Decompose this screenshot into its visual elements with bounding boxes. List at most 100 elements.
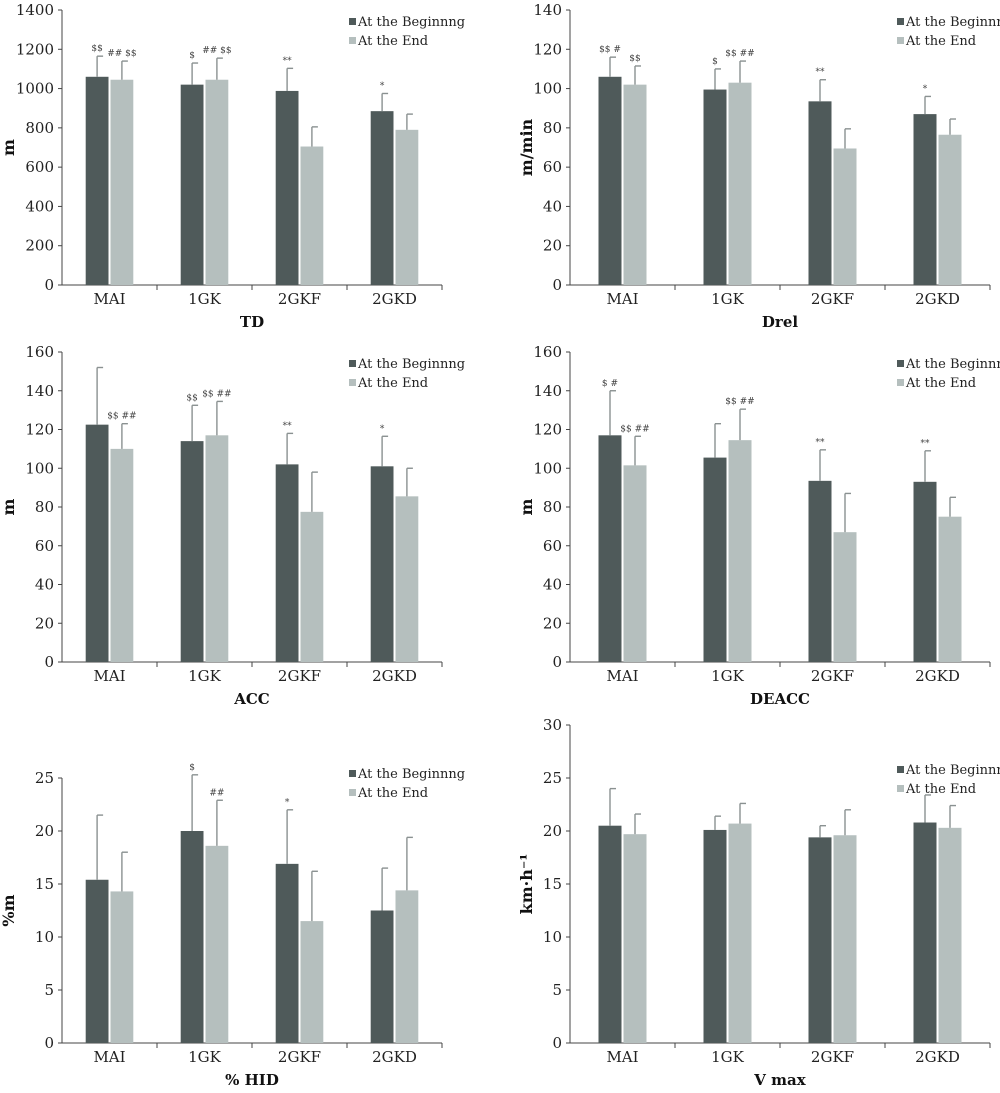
- bar-beginning-2gkd: [370, 466, 394, 662]
- x-tick-label: 2GKF: [811, 667, 854, 685]
- bar-end-2gkd: [395, 890, 419, 1043]
- legend-label: At the Beginnng: [357, 767, 465, 782]
- y-tick-label: 100: [25, 459, 54, 477]
- x-tick-label: 2GKD: [915, 667, 960, 685]
- y-tick-label: 200: [25, 237, 54, 255]
- significance-label: $ #: [602, 379, 618, 389]
- bar-beginning-2gkd: [913, 481, 937, 662]
- bar-end-1gk: [205, 79, 229, 285]
- y-tick-label: 120: [25, 421, 54, 439]
- bar-beginning-1gk: [180, 831, 204, 1043]
- significance-label: *: [380, 81, 385, 91]
- bar-end-mai: [110, 891, 134, 1043]
- bar-end-2gkd: [938, 134, 962, 285]
- y-tick-label: 140: [25, 382, 54, 400]
- y-axis-label: m: [0, 139, 18, 156]
- y-tick-label: 20: [543, 614, 562, 632]
- legend-label: At the End: [357, 34, 428, 49]
- bar-beginning-1gk: [703, 89, 727, 285]
- x-tick-label: 2GKF: [278, 290, 321, 308]
- x-tick-label: 2GKF: [811, 290, 854, 308]
- legend-label: At the End: [905, 376, 976, 391]
- significance-label: $: [712, 57, 718, 67]
- y-axis-label: km·h⁻¹: [517, 854, 536, 915]
- y-tick-label: 600: [25, 158, 54, 176]
- y-axis-label: m: [517, 498, 536, 515]
- y-tick-label: 25: [35, 769, 54, 787]
- significance-label: ## $$: [107, 49, 136, 59]
- y-tick-label: 100: [533, 459, 562, 477]
- x-axis-label: Drel: [762, 313, 798, 331]
- y-tick-label: 10: [543, 928, 562, 946]
- significance-label: $$: [629, 54, 640, 64]
- significance-label: $$ ##: [620, 424, 649, 434]
- y-tick-label: 800: [25, 119, 54, 137]
- bar-end-2gkd: [395, 129, 419, 285]
- y-tick-label: 30: [543, 716, 562, 734]
- x-axis-label: DEACC: [750, 690, 810, 708]
- y-tick-label: 0: [552, 653, 562, 671]
- bar-end-2gkf: [300, 511, 324, 662]
- bar-beginning-mai: [85, 76, 109, 286]
- y-tick-label: 20: [35, 822, 54, 840]
- bar-end-2gkd: [938, 827, 962, 1043]
- y-tick-label: 5: [44, 981, 54, 999]
- x-tick-label: 2GKD: [372, 1048, 417, 1066]
- y-tick-label: 80: [543, 498, 562, 516]
- chart-5: 0 5 10 15 20 25 MAI 1GK $ ## 2GKF * 2GKD % HID %m At th…: [0, 763, 465, 1089]
- chart-6: 0 5 10 15 20 25 30 MAI 1GK 2GKF 2GKD V max km·h⁻¹ At …: [517, 716, 1000, 1089]
- y-tick-label: 40: [543, 197, 562, 215]
- bar-beginning-1gk: [703, 829, 727, 1043]
- bar-end-2gkf: [833, 148, 857, 285]
- y-tick-label: 1400: [16, 1, 54, 19]
- bar-end-1gk: [728, 823, 752, 1043]
- significance-label: $: [189, 51, 195, 61]
- legend-swatch: [349, 360, 356, 367]
- y-tick-label: 25: [543, 769, 562, 787]
- y-tick-label: 60: [543, 158, 562, 176]
- bar-beginning-2gkd: [370, 111, 394, 286]
- bar-end-1gk: [205, 435, 229, 662]
- legend-swatch: [897, 37, 904, 44]
- x-tick-label: 2GKD: [915, 290, 960, 308]
- significance-label: **: [921, 439, 931, 449]
- significance-label: *: [923, 84, 928, 94]
- legend-label: At the Beginnng: [905, 357, 1000, 372]
- x-tick-label: MAI: [93, 667, 125, 685]
- bar-beginning-mai: [598, 435, 622, 662]
- y-axis-label: m/min: [517, 118, 536, 176]
- x-tick-label: MAI: [606, 290, 638, 308]
- x-tick-label: 1GK: [711, 667, 745, 685]
- y-tick-label: 20: [35, 614, 54, 632]
- legend-swatch: [897, 360, 904, 367]
- y-tick-label: 1000: [16, 80, 54, 98]
- legend-label: At the End: [905, 34, 976, 49]
- legend-label: At the Beginnng: [905, 15, 1000, 30]
- legend-swatch: [349, 379, 356, 386]
- significance-label: $$: [91, 44, 102, 54]
- x-tick-label: 2GKD: [372, 290, 417, 308]
- bar-beginning-2gkf: [808, 101, 832, 285]
- legend-swatch: [349, 18, 356, 25]
- significance-label: $$ #: [599, 45, 621, 55]
- bar-beginning-mai: [598, 76, 622, 286]
- significance-label: $: [189, 763, 195, 773]
- significance-label: **: [816, 68, 826, 78]
- significance-label: $$ ##: [202, 389, 231, 399]
- significance-label: $$: [186, 393, 197, 403]
- bar-end-mai: [623, 84, 647, 286]
- y-axis-label: m: [0, 498, 18, 515]
- legend-label: At the End: [357, 376, 428, 391]
- significance-label: *: [380, 424, 385, 434]
- y-tick-label: 10: [35, 928, 54, 946]
- y-axis-label: %m: [0, 894, 18, 926]
- significance-label: ## $$: [202, 46, 231, 56]
- x-tick-label: 2GKD: [915, 1048, 960, 1066]
- y-tick-label: 400: [25, 197, 54, 215]
- y-tick-label: 160: [25, 343, 54, 361]
- legend-swatch: [349, 770, 356, 777]
- bar-end-mai: [110, 79, 134, 285]
- significance-label: ##: [209, 788, 224, 798]
- bar-beginning-2gkd: [913, 822, 937, 1043]
- significance-label: **: [816, 438, 826, 448]
